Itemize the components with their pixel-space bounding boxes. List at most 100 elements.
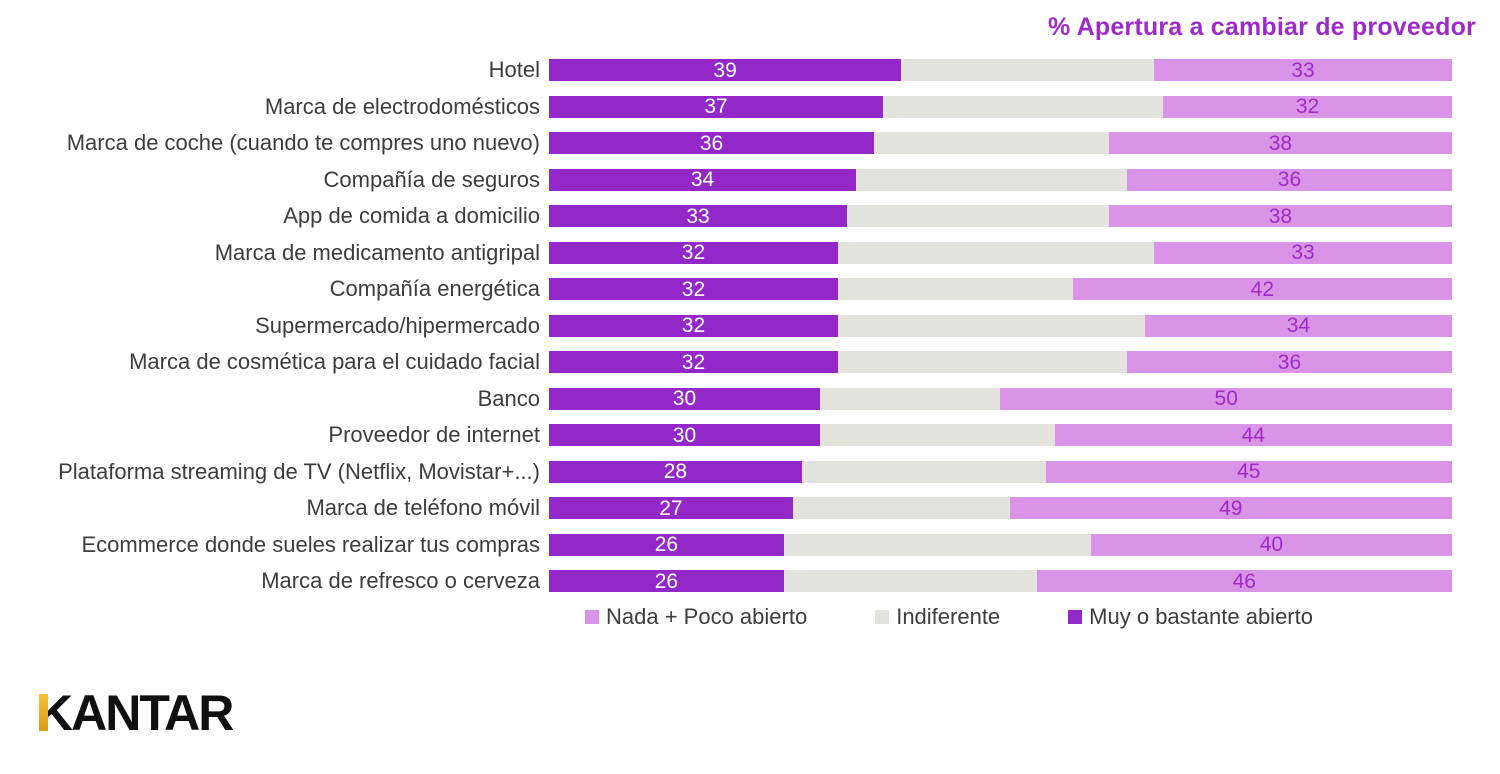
value-label: 46 xyxy=(1232,570,1256,592)
legend-swatch-icon xyxy=(585,610,599,624)
segment-muy-o-bastante-abierto: 36 xyxy=(549,132,875,154)
category-label: Ecommerce donde sueles realizar tus comp… xyxy=(81,531,540,557)
value-label: 32 xyxy=(1295,95,1320,118)
legend-item: Muy o bastante abierto xyxy=(1068,604,1313,630)
chart-row: App de comida a domicilio 33 38 xyxy=(0,205,1452,227)
segment-nada-poco-abierto: 33 xyxy=(1153,59,1452,81)
value-label: 45 xyxy=(1237,460,1261,483)
value-label: 39 xyxy=(713,59,737,81)
value-label: 38 xyxy=(1268,132,1293,154)
stacked-bar: 33 38 xyxy=(549,205,1452,227)
segment-muy-o-bastante-abierto: 30 xyxy=(549,424,820,446)
segment-nada-poco-abierto: 45 xyxy=(1045,460,1452,483)
segment-muy-o-bastante-abierto: 32 xyxy=(549,314,838,337)
chart-row: Marca de teléfono móvil 27 49 xyxy=(0,497,1452,519)
segment-muy-o-bastante-abierto: 32 xyxy=(549,241,838,264)
segment-nada-poco-abierto: 46 xyxy=(1036,570,1452,592)
stacked-bar: 32 33 xyxy=(549,241,1452,264)
value-label: 49 xyxy=(1219,497,1243,519)
chart-row: Banco 30 50 xyxy=(0,385,1452,411)
segment-indiferente xyxy=(901,59,1154,81)
value-label: 36 xyxy=(1277,168,1302,191)
stacked-bar: 30 50 xyxy=(549,387,1452,410)
segment-indiferente xyxy=(801,460,1046,483)
segment-muy-o-bastante-abierto: 30 xyxy=(549,387,820,410)
segment-nada-poco-abierto: 32 xyxy=(1163,95,1452,118)
legend-label: Nada + Poco abierto xyxy=(606,604,808,629)
segment-indiferente xyxy=(837,241,1154,264)
stacked-bar: 39 33 xyxy=(549,59,1452,81)
category-label: App de comida a domicilio xyxy=(283,203,540,228)
category-label: Marca de teléfono móvil xyxy=(306,495,540,520)
segment-indiferente xyxy=(819,424,1055,446)
segment-indiferente xyxy=(837,278,1073,300)
chart-row: Marca de refresco o cerveza 26 46 xyxy=(0,570,1452,592)
chart-row: Compañía energética 32 42 xyxy=(0,278,1452,300)
value-label: 32 xyxy=(681,314,706,337)
stacked-bar: 32 36 xyxy=(549,351,1452,373)
chart-row: Ecommerce donde sueles realizar tus comp… xyxy=(0,531,1452,557)
chart-title: % Apertura a cambiar de proveedor xyxy=(1047,13,1476,41)
segment-indiferente xyxy=(837,351,1127,373)
segment-indiferente xyxy=(856,168,1127,191)
kantar-logo-text: KANTAR xyxy=(37,685,234,741)
legend-swatch-icon xyxy=(875,610,890,624)
value-label: 26 xyxy=(654,570,679,592)
segment-nada-poco-abierto: 50 xyxy=(1000,387,1452,410)
stacked-bar: 34 36 xyxy=(549,168,1452,191)
segment-muy-o-bastante-abierto: 27 xyxy=(549,497,793,519)
value-label: 34 xyxy=(1286,314,1311,337)
legend-swatch-icon xyxy=(1068,610,1083,624)
chart-row: Marca de electrodomésticos 37 32 xyxy=(0,93,1452,119)
segment-muy-o-bastante-abierto: 26 xyxy=(549,570,784,592)
value-label: 30 xyxy=(672,387,697,410)
segment-nada-poco-abierto: 38 xyxy=(1108,205,1452,227)
category-label: Compañía de seguros xyxy=(323,166,540,192)
value-label: 33 xyxy=(1291,59,1315,81)
segment-nada-poco-abierto: 34 xyxy=(1144,314,1452,337)
chart-row: Marca de coche (cuando te compres uno nu… xyxy=(0,132,1452,154)
legend-label: Indiferente xyxy=(896,604,1001,629)
value-label: 32 xyxy=(681,351,706,373)
category-label: Marca de medicamento antigripal xyxy=(214,239,540,265)
segment-muy-o-bastante-abierto: 26 xyxy=(549,533,784,556)
value-label: 33 xyxy=(686,205,710,227)
stacked-bar: 32 34 xyxy=(549,314,1452,337)
chart-row: Marca de cosmética para el cuidado facia… xyxy=(0,351,1452,373)
category-label: Banco xyxy=(477,385,540,411)
segment-indiferente xyxy=(783,570,1037,592)
segment-nada-poco-abierto: 36 xyxy=(1126,168,1452,191)
chart-row: Plataforma streaming de TV (Netflix, Mov… xyxy=(0,458,1452,484)
chart-row: Proveedor de internet 30 44 xyxy=(0,424,1452,446)
category-label: Hotel xyxy=(488,57,540,82)
value-label: 32 xyxy=(681,241,706,264)
category-label: Marca de coche (cuando te compres uno nu… xyxy=(66,130,540,155)
chart-row: Hotel 39 33 xyxy=(0,59,1452,81)
kantar-gold-bar-icon xyxy=(39,694,48,731)
value-label: 42 xyxy=(1250,278,1275,300)
segment-nada-poco-abierto: 49 xyxy=(1009,497,1452,519)
value-label: 44 xyxy=(1241,424,1265,446)
stacked-bar-chart: Hotel 39 33 Marca de electrodomésticos 37 32 M… xyxy=(0,59,1452,607)
segment-nada-poco-abierto: 42 xyxy=(1072,278,1452,300)
category-label: Marca de electrodomésticos xyxy=(264,93,540,119)
value-label: 26 xyxy=(654,533,679,556)
value-label: 36 xyxy=(699,132,724,154)
stacked-bar: 26 40 xyxy=(549,533,1452,556)
segment-muy-o-bastante-abierto: 37 xyxy=(549,95,884,118)
legend-item: Indiferente xyxy=(875,604,1000,630)
value-label: 33 xyxy=(1291,241,1315,264)
segment-nada-poco-abierto: 38 xyxy=(1108,132,1452,154)
segment-nada-poco-abierto: 44 xyxy=(1054,424,1452,446)
stacked-bar: 28 45 xyxy=(549,460,1452,483)
segment-indiferente xyxy=(883,95,1164,118)
category-label: Compañía energética xyxy=(329,276,540,301)
segment-indiferente xyxy=(783,533,1091,556)
value-label: 28 xyxy=(663,460,688,483)
chart-row: Marca de medicamento antigripal 32 33 xyxy=(0,239,1452,265)
category-label: Marca de cosmética para el cuidado facia… xyxy=(129,349,540,374)
category-label: Supermercado/hipermercado xyxy=(255,312,540,338)
stacked-bar: 32 42 xyxy=(549,278,1452,300)
category-label: Plataforma streaming de TV (Netflix, Mov… xyxy=(58,458,540,484)
value-label: 40 xyxy=(1259,533,1284,556)
